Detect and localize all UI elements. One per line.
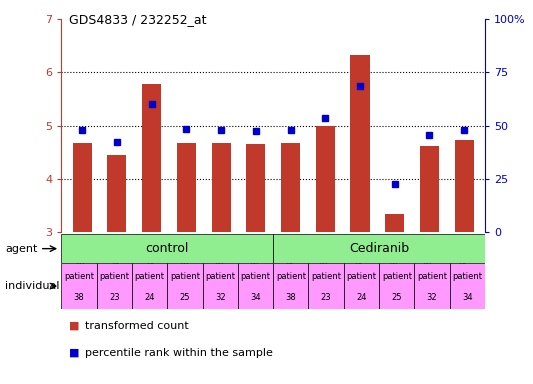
Bar: [385, 214, 404, 232]
Text: control: control: [146, 242, 189, 255]
Bar: [72, 143, 92, 232]
Bar: [455, 140, 474, 232]
Bar: [273, 263, 309, 309]
Text: patient: patient: [64, 272, 94, 281]
Text: individual: individual: [5, 281, 60, 291]
Bar: [281, 143, 300, 232]
Text: 32: 32: [215, 293, 225, 302]
Bar: [61, 234, 273, 263]
Text: 25: 25: [392, 293, 402, 302]
Bar: [309, 263, 344, 309]
Text: patient: patient: [170, 272, 200, 281]
Text: 34: 34: [250, 293, 261, 302]
Text: 32: 32: [427, 293, 438, 302]
Text: agent: agent: [5, 244, 38, 254]
Text: patient: patient: [276, 272, 306, 281]
Bar: [107, 155, 126, 232]
Text: patient: patient: [311, 272, 341, 281]
Text: percentile rank within the sample: percentile rank within the sample: [85, 348, 273, 358]
Bar: [177, 143, 196, 232]
Bar: [203, 263, 238, 309]
Text: 23: 23: [321, 293, 332, 302]
Bar: [415, 263, 450, 309]
Text: patient: patient: [134, 272, 165, 281]
Text: 24: 24: [356, 293, 367, 302]
Bar: [132, 263, 167, 309]
Text: ■: ■: [69, 348, 80, 358]
Bar: [96, 263, 132, 309]
Text: transformed count: transformed count: [85, 321, 189, 331]
Bar: [379, 263, 415, 309]
Bar: [61, 263, 96, 309]
Text: 38: 38: [74, 293, 84, 302]
Text: patient: patient: [382, 272, 412, 281]
Bar: [142, 84, 161, 232]
Bar: [212, 143, 231, 232]
Bar: [167, 263, 203, 309]
Text: 25: 25: [180, 293, 190, 302]
Bar: [273, 234, 485, 263]
Text: patient: patient: [453, 272, 482, 281]
Bar: [246, 144, 265, 232]
Bar: [316, 126, 335, 232]
Bar: [350, 55, 369, 232]
Bar: [450, 263, 485, 309]
Text: 24: 24: [144, 293, 155, 302]
Text: patient: patient: [205, 272, 235, 281]
Text: patient: patient: [240, 272, 271, 281]
Text: GDS4833 / 232252_at: GDS4833 / 232252_at: [69, 13, 207, 26]
Text: patient: patient: [417, 272, 447, 281]
Bar: [420, 146, 439, 232]
Text: 34: 34: [462, 293, 473, 302]
Text: ■: ■: [69, 321, 80, 331]
Text: 23: 23: [109, 293, 119, 302]
Text: 38: 38: [286, 293, 296, 302]
Text: patient: patient: [346, 272, 376, 281]
Text: patient: patient: [99, 272, 130, 281]
Bar: [238, 263, 273, 309]
Text: Cediranib: Cediranib: [349, 242, 409, 255]
Bar: [344, 263, 379, 309]
